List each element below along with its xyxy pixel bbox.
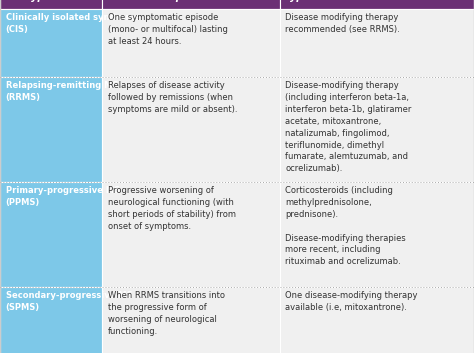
Text: Primary-progressive MS
(PPMS): Primary-progressive MS (PPMS) (6, 186, 120, 207)
Text: Relapses of disease activity
followed by remissions (when
symptoms are mild or a: Relapses of disease activity followed by… (108, 82, 237, 114)
FancyBboxPatch shape (0, 0, 102, 8)
Text: Clinically isolated syndrome
(CIS): Clinically isolated syndrome (CIS) (6, 13, 139, 34)
Text: One disease-modifying therapy
available (i.e, mitoxantrone).: One disease-modifying therapy available … (285, 292, 418, 312)
Text: Corticosteroids (including
methylprednisolone,
prednisone).

Disease-modifying t: Corticosteroids (including methylprednis… (285, 186, 406, 266)
Text: Secondary-progressive MS
(SPMS): Secondary-progressive MS (SPMS) (6, 292, 132, 312)
FancyBboxPatch shape (280, 0, 474, 8)
Text: Relapsing-remitting MS
(RRMS): Relapsing-remitting MS (RRMS) (6, 82, 118, 102)
Text: Typical Treatment: Typical Treatment (285, 0, 383, 2)
Text: Progressive worsening of
neurological functioning (with
short periods of stabili: Progressive worsening of neurological fu… (108, 186, 236, 231)
FancyBboxPatch shape (102, 77, 280, 181)
FancyBboxPatch shape (102, 0, 280, 8)
FancyBboxPatch shape (0, 8, 102, 77)
Text: Disease-modifying therapy
(including interferon beta-1a,
interferon beta-1b, gla: Disease-modifying therapy (including int… (285, 82, 412, 173)
FancyBboxPatch shape (280, 8, 474, 77)
FancyBboxPatch shape (280, 77, 474, 181)
FancyBboxPatch shape (0, 287, 102, 353)
FancyBboxPatch shape (0, 181, 102, 287)
FancyBboxPatch shape (102, 8, 280, 77)
Text: One symptomatic episode
(mono- or multifocal) lasting
at least 24 hours.: One symptomatic episode (mono- or multif… (108, 13, 228, 46)
FancyBboxPatch shape (280, 287, 474, 353)
Text: MS Type: MS Type (6, 0, 51, 2)
FancyBboxPatch shape (0, 77, 102, 181)
FancyBboxPatch shape (102, 287, 280, 353)
Text: Disease modifying therapy
recommended (see RRMS).: Disease modifying therapy recommended (s… (285, 13, 400, 34)
FancyBboxPatch shape (102, 181, 280, 287)
FancyBboxPatch shape (280, 181, 474, 287)
Text: Short Description: Short Description (108, 0, 204, 2)
Text: When RRMS transitions into
the progressive form of
worsening of neurological
fun: When RRMS transitions into the progressi… (108, 292, 225, 336)
